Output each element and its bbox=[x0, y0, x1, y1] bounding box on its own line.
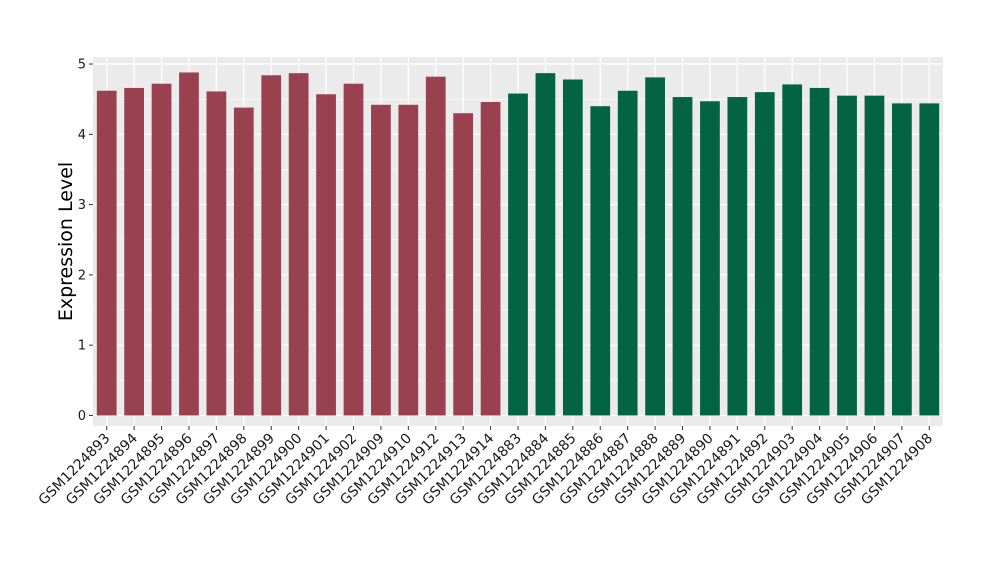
bar-GSM1224901 bbox=[316, 94, 336, 416]
bar-GSM1224900 bbox=[288, 73, 309, 416]
bar-GSM1224894 bbox=[124, 87, 144, 416]
y-tick-label: 1 bbox=[78, 339, 86, 354]
bar-GSM1224912 bbox=[425, 76, 446, 416]
bar-GSM1224891 bbox=[727, 97, 748, 416]
bars bbox=[96, 72, 940, 416]
bar-GSM1224895 bbox=[151, 83, 172, 416]
bar-GSM1224883 bbox=[508, 93, 528, 416]
y-axis: 0 1 2 3 4 5 bbox=[78, 58, 93, 424]
bar-GSM1224884 bbox=[535, 73, 556, 416]
bar-GSM1224905 bbox=[837, 95, 857, 416]
bar-GSM1224897 bbox=[206, 91, 227, 416]
bar-GSM1224913 bbox=[453, 113, 474, 416]
y-tick-label: 2 bbox=[78, 268, 86, 283]
bar-GSM1224898 bbox=[233, 107, 254, 416]
bar-GSM1224910 bbox=[398, 104, 419, 416]
bar-GSM1224899 bbox=[261, 75, 282, 416]
bar-GSM1224907 bbox=[892, 103, 912, 416]
bar-GSM1224885 bbox=[562, 79, 583, 416]
bar-GSM1224902 bbox=[343, 83, 364, 416]
bar-GSM1224908 bbox=[919, 103, 940, 416]
x-axis: GSM1224893GSM1224894GSM1224895GSM1224896… bbox=[36, 426, 936, 508]
bar-GSM1224888 bbox=[645, 77, 665, 416]
bar-GSM1224914 bbox=[480, 101, 501, 416]
bar-GSM1224889 bbox=[672, 97, 693, 416]
bar-GSM1224904 bbox=[809, 87, 830, 416]
y-axis-title: Expression Level bbox=[55, 162, 77, 321]
y-tick-label: 3 bbox=[78, 198, 86, 213]
bar-GSM1224886 bbox=[590, 106, 611, 416]
bar-GSM1224890 bbox=[700, 101, 720, 416]
bar-GSM1224906 bbox=[864, 95, 885, 416]
bar-GSM1224903 bbox=[782, 84, 803, 416]
bar-GSM1224893 bbox=[96, 90, 117, 416]
y-tick-label: 0 bbox=[78, 409, 86, 424]
bar-GSM1224909 bbox=[371, 104, 391, 416]
bar-GSM1224892 bbox=[754, 92, 775, 416]
bar-GSM1224887 bbox=[617, 90, 638, 416]
y-tick-label: 5 bbox=[78, 58, 86, 73]
y-tick-label: 4 bbox=[78, 128, 86, 143]
bar-GSM1224896 bbox=[179, 72, 199, 416]
